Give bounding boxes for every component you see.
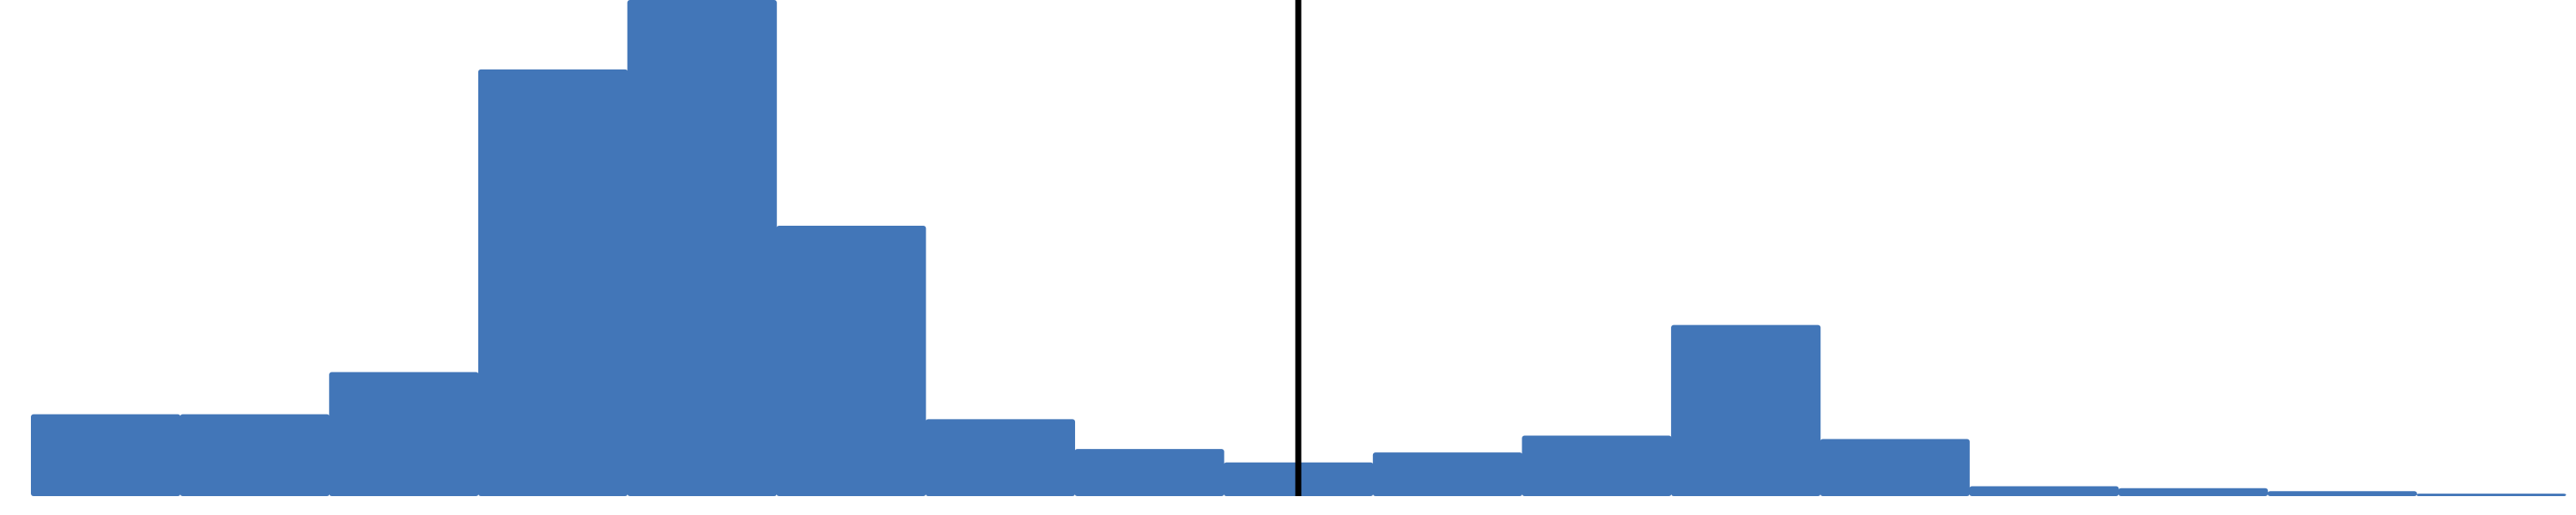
histogram-bar-16 [2267, 491, 2417, 496]
histogram-bar-1 [31, 414, 181, 496]
histogram-bar-4 [477, 69, 629, 497]
histogram-bar-6 [776, 225, 927, 496]
histogram-bar-11 [1522, 435, 1672, 496]
histogram-bar-12 [1671, 324, 1821, 496]
histogram-bar-2 [179, 414, 330, 496]
bars-layer [31, 0, 2567, 497]
histogram-bar-17 [2416, 494, 2567, 496]
histogram-bar-14 [1969, 486, 2119, 496]
histogram-bar-7 [925, 419, 1076, 496]
histogram-bar-13 [1820, 439, 1970, 496]
histogram-bar-15 [2118, 488, 2269, 496]
histogram-bar-10 [1372, 452, 1522, 496]
histogram-bar-3 [329, 372, 479, 496]
histogram-bar-5 [627, 0, 777, 496]
histogram-bar-8 [1074, 449, 1224, 496]
